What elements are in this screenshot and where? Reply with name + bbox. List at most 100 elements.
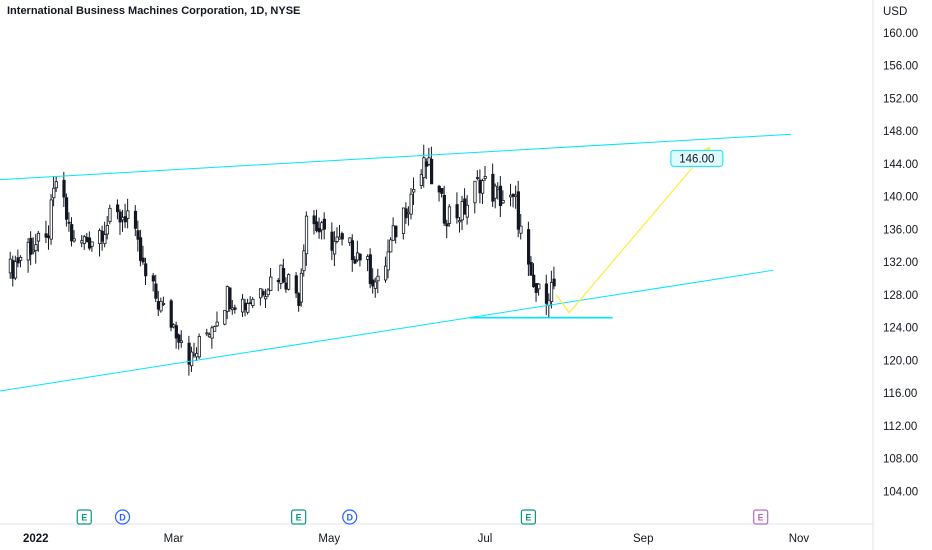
price-tick-label: 148.00 (883, 126, 918, 138)
candle-body (424, 161, 429, 167)
candle (241, 294, 245, 317)
candle-body (304, 215, 309, 255)
price-tick-label: 152.00 (883, 93, 918, 105)
candle-body (251, 298, 255, 306)
candle (47, 225, 51, 250)
price-axis[interactable]: 104.00 108.00 112.00 116.00 120.00 124.00 128.… (883, 28, 918, 499)
candle (210, 325, 214, 349)
candle-body (179, 340, 184, 343)
candle-body (358, 253, 362, 261)
candle-body (294, 275, 298, 294)
candle-body (133, 210, 138, 229)
candle (156, 291, 161, 316)
candle-body (26, 241, 30, 261)
candle (144, 257, 148, 285)
time-tick-label: Jul (478, 533, 493, 545)
candle-body (368, 254, 372, 284)
candle (213, 325, 217, 332)
candle (353, 256, 357, 265)
candle (179, 330, 184, 348)
candle-body (404, 208, 408, 219)
candle-body (491, 173, 495, 202)
candle-body (70, 224, 74, 242)
candle-body (465, 204, 469, 218)
candlestick-series (8, 144, 556, 376)
candle-body (501, 199, 505, 204)
candle-body (159, 300, 163, 312)
candle (177, 333, 181, 350)
candle-body (192, 353, 196, 356)
earnings-icon[interactable]: E (753, 509, 769, 525)
candle-body (519, 225, 523, 234)
candle-body (340, 233, 344, 240)
candle (529, 256, 533, 276)
candle (154, 274, 158, 303)
candle (475, 170, 480, 181)
candle-body (322, 218, 326, 230)
candle (532, 263, 536, 288)
candle-body (269, 276, 273, 291)
candle (133, 205, 138, 237)
earnings-icon[interactable]: E (520, 509, 536, 525)
candle (225, 285, 229, 320)
candle-body (233, 307, 237, 310)
time-tick-label: May (318, 533, 340, 545)
candle-body (376, 275, 380, 282)
candle (26, 238, 30, 273)
candle-body (483, 176, 487, 179)
time-tick-label: Mar (164, 533, 184, 545)
candle (141, 245, 145, 265)
earnings-square (291, 509, 307, 525)
candle-body (422, 157, 426, 179)
candle (481, 178, 485, 205)
candle (8, 251, 13, 279)
candle (320, 220, 324, 240)
candle-body (98, 230, 102, 245)
earnings-square (76, 509, 92, 525)
candle-body (460, 201, 464, 221)
candle (437, 184, 441, 202)
candle (108, 204, 112, 225)
candle (100, 225, 104, 251)
candle (458, 216, 462, 233)
candle (537, 283, 541, 296)
time-tick-label: 2022 (23, 533, 49, 545)
candle-body (355, 252, 360, 261)
candle-body (138, 237, 143, 261)
event-marker-label: E (296, 513, 302, 523)
price-tick-label: 136.00 (883, 224, 918, 236)
candle-body (442, 194, 446, 224)
candle-body (177, 334, 181, 343)
candle-body (549, 282, 554, 303)
dividend-icon[interactable]: D (114, 509, 131, 525)
candle (491, 163, 495, 207)
candle (251, 297, 255, 309)
candle-body (407, 211, 411, 215)
candle (169, 298, 173, 332)
earnings-icon[interactable]: E (76, 509, 92, 525)
candle (279, 264, 283, 290)
candle-body (210, 327, 214, 339)
candle (281, 258, 286, 284)
candle (440, 188, 444, 198)
candle (161, 296, 166, 306)
candle (302, 244, 306, 277)
candle (501, 190, 505, 204)
candle-body (161, 302, 166, 305)
candle (136, 220, 140, 252)
time-axis[interactable]: 2022 Mar May Jul Sep Nov (23, 533, 809, 545)
candle-body (197, 336, 201, 358)
candle (207, 332, 212, 338)
earnings-icon[interactable]: E (291, 509, 307, 525)
candle (315, 209, 319, 233)
candle-body (473, 180, 477, 204)
candle (442, 185, 446, 226)
candle (460, 195, 464, 231)
dividend-icon[interactable]: D (342, 509, 358, 525)
candle-body (264, 296, 268, 300)
candle (391, 217, 395, 241)
candle-body (52, 187, 56, 199)
candle (269, 267, 273, 292)
candle-body (373, 281, 378, 289)
